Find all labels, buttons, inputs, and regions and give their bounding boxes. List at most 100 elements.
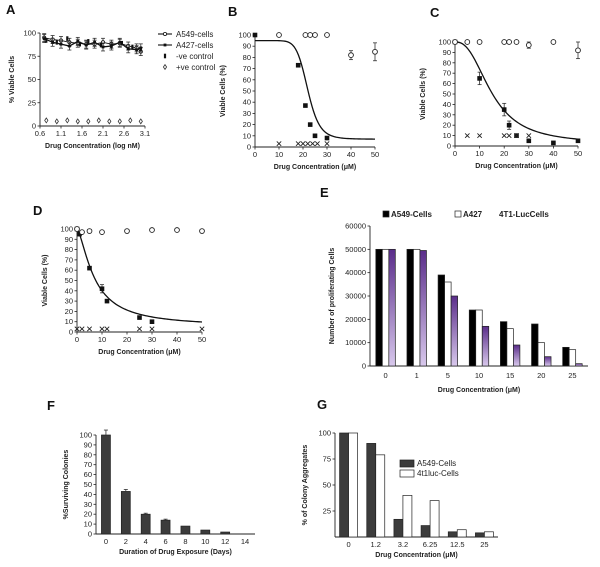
- y-axis-title: Viable Cells (%): [220, 65, 227, 117]
- bar-a549-cells: [366, 443, 377, 538]
- y-tick-label: 50: [443, 90, 451, 99]
- data-point: [163, 53, 167, 59]
- x-tick-label: 10: [98, 335, 106, 344]
- y-tick-label: 30: [243, 109, 251, 118]
- category-label: 1.2: [371, 540, 381, 549]
- data-point: [139, 46, 142, 52]
- category-label: 8: [183, 537, 187, 546]
- data-point: [501, 39, 508, 45]
- data-point: [78, 41, 81, 47]
- y-axis-title: Viable Cells (%): [42, 254, 49, 306]
- data-point: [199, 228, 205, 234]
- panel-label: G: [317, 397, 327, 412]
- bar-4t1luc-cells: [456, 529, 467, 538]
- bar-a549-cells: [475, 532, 485, 538]
- y-tick-label: 75: [28, 52, 36, 61]
- y-tick-label: 40000: [345, 268, 366, 277]
- y-tick-label: 30: [443, 110, 451, 119]
- y-tick-label: 40: [65, 286, 73, 295]
- y-tick-label: 30: [65, 297, 73, 306]
- x-tick-label: 20: [500, 149, 508, 158]
- series-1: [74, 226, 205, 235]
- y-tick-label: 10000: [345, 338, 366, 347]
- data-point: [464, 39, 471, 45]
- y-tick-label: 50000: [345, 245, 366, 254]
- y-tick-label: 100: [238, 31, 251, 40]
- bar-a549-cells: [531, 323, 539, 367]
- legend-label: A549-cells: [176, 30, 213, 39]
- series--ve-control: [44, 117, 143, 125]
- data-point: [295, 141, 301, 147]
- bar-4t1luc-cells: [348, 432, 358, 538]
- data-point: [96, 117, 101, 124]
- data-point: [104, 326, 110, 332]
- bar-value: [120, 491, 131, 535]
- data-point: [79, 229, 85, 235]
- data-point: [149, 319, 155, 324]
- y-tick-label: 10: [84, 520, 92, 529]
- bar-value: [160, 519, 171, 535]
- y-tick-label: 40: [84, 490, 92, 499]
- data-point: [86, 228, 93, 234]
- data-point: [506, 133, 512, 139]
- data-point: [513, 133, 520, 139]
- series-2: [276, 141, 330, 147]
- y-tick-label: 90: [84, 440, 92, 449]
- y-tick-label: 90: [65, 235, 73, 244]
- category-label: 4: [144, 537, 148, 546]
- bar-a549-cells: [562, 346, 570, 367]
- x-tick-label: 50: [574, 149, 582, 158]
- category-label: 12.5: [450, 540, 465, 549]
- y-tick-label: 50: [65, 276, 73, 285]
- data-point: [476, 39, 483, 45]
- category-label: 14: [241, 537, 249, 546]
- legend: A549-Cells A427 4T1-LucCells: [382, 210, 549, 219]
- panel-label: A: [6, 2, 16, 17]
- data-point: [310, 141, 316, 147]
- series-0: [252, 32, 330, 141]
- bar-value: [200, 529, 211, 535]
- x-tick-label: 40: [347, 150, 355, 159]
- bar-a427: [413, 248, 421, 367]
- series-1: [276, 32, 378, 62]
- data-point: [506, 39, 512, 45]
- data-point: [99, 229, 105, 235]
- y-tick-label: 0: [362, 362, 366, 371]
- x-axis-title: Drug Concentration (μM): [438, 387, 520, 394]
- bar-4t1-luccells: [450, 295, 458, 367]
- data-point: [477, 133, 483, 139]
- category-label: 5: [446, 371, 450, 380]
- bar-4t1-luccells: [419, 250, 427, 367]
- data-point: [51, 40, 54, 44]
- data-point: [162, 63, 168, 71]
- y-axis-title: Viable Cells (%): [420, 68, 427, 120]
- panel-label: B: [228, 4, 237, 19]
- y-axis-title: Number of proliferating Cells: [329, 248, 336, 345]
- data-point: [575, 47, 581, 54]
- data-point: [101, 45, 105, 49]
- x-tick-label: 3.1: [140, 129, 150, 138]
- data-point: [138, 118, 143, 125]
- category-label: 25: [568, 371, 576, 380]
- y-tick-label: 60: [443, 79, 451, 88]
- y-tick-label: 40: [243, 98, 251, 107]
- legend-swatch: [382, 210, 390, 218]
- bar-a549-cells: [339, 432, 349, 538]
- y-tick-label: 50: [323, 481, 331, 490]
- panel-label: E: [320, 185, 329, 200]
- series--ve-control: [45, 36, 142, 52]
- data-point: [174, 227, 180, 233]
- data-point: [65, 117, 70, 124]
- y-tick-label: 0: [69, 328, 73, 337]
- y-tick-label: 20: [443, 121, 451, 130]
- y-tick-label: 0: [247, 143, 251, 152]
- data-point: [525, 42, 532, 48]
- data-point: [312, 32, 318, 38]
- y-tick-label: 80: [443, 58, 451, 67]
- x-axis-title: Drug Concentration (μM): [375, 552, 457, 559]
- bar-a549-cells: [437, 274, 445, 367]
- y-tick-label: 60: [243, 75, 251, 84]
- data-point: [513, 39, 520, 45]
